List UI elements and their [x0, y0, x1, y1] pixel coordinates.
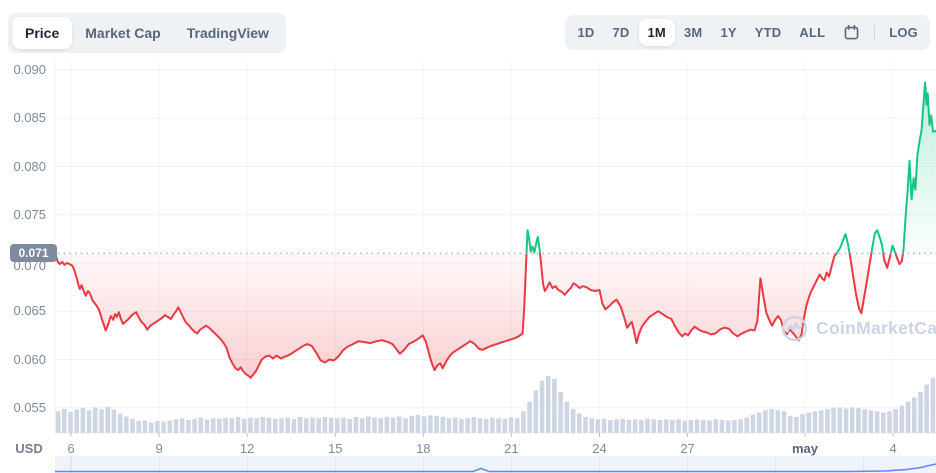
- range-all-button[interactable]: ALL: [790, 19, 834, 46]
- log-scale-button[interactable]: LOG: [880, 19, 927, 46]
- range-1y-button[interactable]: 1Y: [711, 19, 745, 46]
- calendar-button[interactable]: [834, 18, 869, 47]
- toolbar-divider: [874, 24, 876, 41]
- gridlines: [54, 60, 936, 434]
- tab-price[interactable]: Price: [12, 17, 73, 49]
- range-brush[interactable]: [55, 456, 936, 473]
- price-series: [55, 81, 936, 379]
- calendar-icon: [844, 24, 859, 40]
- range-3m-button[interactable]: 3M: [675, 19, 711, 46]
- tab-tradingview[interactable]: TradingView: [174, 17, 282, 49]
- range-7d-button[interactable]: 7D: [603, 19, 638, 46]
- tab-market-cap[interactable]: Market Cap: [72, 17, 173, 49]
- volume-bars: [55, 376, 936, 434]
- price-chart-canvas[interactable]: [0, 0, 936, 455]
- range-ytd-button[interactable]: YTD: [746, 19, 791, 46]
- last-price-badge: 0.071: [10, 244, 57, 263]
- range-1d-button[interactable]: 1D: [568, 19, 603, 46]
- price-line-down: [55, 253, 904, 379]
- range-toolbar: 1D 7D 1M 3M 1Y YTD ALL LOG: [565, 15, 930, 50]
- chart-type-tabs: Price Market Cap TradingView: [8, 13, 286, 53]
- brush-mini-chart: [55, 463, 936, 473]
- x-axis-ticks: [70, 433, 894, 437]
- range-1m-button[interactable]: 1M: [638, 19, 675, 46]
- currency-label: USD: [15, 441, 43, 456]
- area-below-baseline: [55, 253, 936, 378]
